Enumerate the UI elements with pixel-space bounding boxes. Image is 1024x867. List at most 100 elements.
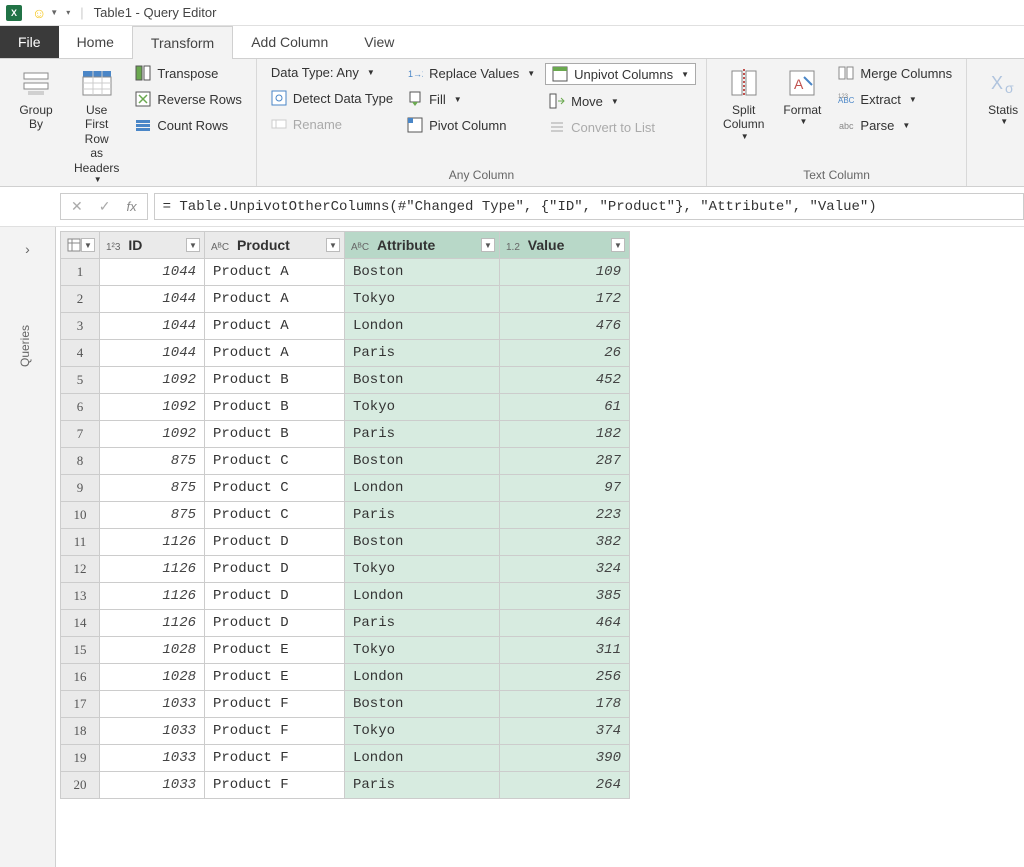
table-row[interactable]: 121126Product DTokyo324	[61, 556, 630, 583]
cell-value[interactable]: 385	[500, 583, 630, 610]
cell-attribute[interactable]: Paris	[345, 340, 500, 367]
cell-product[interactable]: Product C	[205, 475, 345, 502]
cell-value[interactable]: 311	[500, 637, 630, 664]
cell-id[interactable]: 1028	[100, 637, 205, 664]
cell-product[interactable]: Product F	[205, 745, 345, 772]
cell-id[interactable]: 1033	[100, 745, 205, 772]
fill-button[interactable]: Fill▼	[403, 89, 539, 109]
cell-attribute[interactable]: Tokyo	[345, 394, 500, 421]
tab-home[interactable]: Home	[59, 26, 132, 58]
table-row[interactable]: 10875Product CParis223	[61, 502, 630, 529]
cell-value[interactable]: 324	[500, 556, 630, 583]
cell-value[interactable]: 476	[500, 313, 630, 340]
row-number[interactable]: 13	[61, 583, 100, 610]
table-row[interactable]: 9875Product CLondon97	[61, 475, 630, 502]
cell-product[interactable]: Product A	[205, 340, 345, 367]
table-row[interactable]: 51092Product BBoston452	[61, 367, 630, 394]
cell-value[interactable]: 390	[500, 745, 630, 772]
table-row[interactable]: 131126Product DLondon385	[61, 583, 630, 610]
cell-product[interactable]: Product A	[205, 313, 345, 340]
table-row[interactable]: 41044Product AParis26	[61, 340, 630, 367]
smiley-icon[interactable]: ☺	[32, 5, 46, 21]
table-row[interactable]: 71092Product BParis182	[61, 421, 630, 448]
rename-button[interactable]: Rename	[267, 114, 397, 134]
cell-product[interactable]: Product A	[205, 286, 345, 313]
cell-attribute[interactable]: Paris	[345, 502, 500, 529]
cell-value[interactable]: 172	[500, 286, 630, 313]
cell-id[interactable]: 1028	[100, 664, 205, 691]
use-headers-button[interactable]: Use First Row as Headers ▼	[68, 63, 125, 188]
cell-attribute[interactable]: London	[345, 745, 500, 772]
cell-value[interactable]: 382	[500, 529, 630, 556]
cell-id[interactable]: 1044	[100, 313, 205, 340]
cell-value[interactable]: 287	[500, 448, 630, 475]
merge-columns-button[interactable]: Merge Columns	[834, 63, 956, 83]
cell-attribute[interactable]: Tokyo	[345, 286, 500, 313]
row-number[interactable]: 10	[61, 502, 100, 529]
cell-value[interactable]: 464	[500, 610, 630, 637]
cell-attribute[interactable]: London	[345, 583, 500, 610]
cell-value[interactable]: 256	[500, 664, 630, 691]
chevron-down-icon[interactable]: ▼	[81, 238, 95, 252]
cell-attribute[interactable]: Boston	[345, 529, 500, 556]
row-number[interactable]: 15	[61, 637, 100, 664]
row-number[interactable]: 5	[61, 367, 100, 394]
count-rows-button[interactable]: Count Rows	[131, 115, 246, 135]
row-number[interactable]: 3	[61, 313, 100, 340]
format-button[interactable]: A Format ▼	[776, 63, 828, 130]
table-row[interactable]: 171033Product FBoston178	[61, 691, 630, 718]
filter-dropdown-icon[interactable]: ▼	[481, 238, 495, 252]
table-row[interactable]: 161028Product ELondon256	[61, 664, 630, 691]
tab-view[interactable]: View	[346, 26, 412, 58]
cell-id[interactable]: 1044	[100, 340, 205, 367]
table-row[interactable]: 8875Product CBoston287	[61, 448, 630, 475]
row-number[interactable]: 11	[61, 529, 100, 556]
cell-product[interactable]: Product D	[205, 556, 345, 583]
reverse-rows-button[interactable]: Reverse Rows	[131, 89, 246, 109]
transpose-button[interactable]: Transpose	[131, 63, 246, 83]
cell-product[interactable]: Product B	[205, 367, 345, 394]
tab-add-column[interactable]: Add Column	[233, 26, 346, 58]
row-number[interactable]: 17	[61, 691, 100, 718]
move-button[interactable]: Move▼	[545, 91, 696, 111]
cell-id[interactable]: 1033	[100, 718, 205, 745]
split-column-button[interactable]: Split Column ▼	[717, 63, 770, 145]
row-number[interactable]: 2	[61, 286, 100, 313]
cell-attribute[interactable]: Paris	[345, 610, 500, 637]
table-row[interactable]: 181033Product FTokyo374	[61, 718, 630, 745]
pivot-button[interactable]: Pivot Column	[403, 115, 539, 135]
statistics-button[interactable]: Χσ Statis ▼	[977, 63, 1024, 130]
table-row[interactable]: 191033Product FLondon390	[61, 745, 630, 772]
row-number[interactable]: 19	[61, 745, 100, 772]
cell-attribute[interactable]: Boston	[345, 691, 500, 718]
filter-dropdown-icon[interactable]: ▼	[326, 238, 340, 252]
confirm-icon[interactable]: ✓	[99, 198, 111, 215]
cell-attribute[interactable]: Boston	[345, 259, 500, 286]
qat-dropdown-icon[interactable]: ▼	[50, 8, 58, 17]
cell-attribute[interactable]: Tokyo	[345, 718, 500, 745]
cell-attribute[interactable]: London	[345, 475, 500, 502]
cell-id[interactable]: 1033	[100, 772, 205, 799]
row-number[interactable]: 16	[61, 664, 100, 691]
table-row[interactable]: 21044Product ATokyo172	[61, 286, 630, 313]
column-header-id[interactable]: 1²3 ID▼	[100, 232, 205, 259]
cell-attribute[interactable]: Boston	[345, 367, 500, 394]
cell-value[interactable]: 109	[500, 259, 630, 286]
row-number[interactable]: 7	[61, 421, 100, 448]
row-number[interactable]: 12	[61, 556, 100, 583]
fx-icon[interactable]: fx	[126, 199, 136, 214]
cell-product[interactable]: Product F	[205, 772, 345, 799]
row-number[interactable]: 1	[61, 259, 100, 286]
filter-dropdown-icon[interactable]: ▼	[186, 238, 200, 252]
cell-product[interactable]: Product C	[205, 448, 345, 475]
cell-product[interactable]: Product E	[205, 664, 345, 691]
cell-attribute[interactable]: Paris	[345, 772, 500, 799]
table-row[interactable]: 201033Product FParis264	[61, 772, 630, 799]
cell-value[interactable]: 182	[500, 421, 630, 448]
table-row[interactable]: 111126Product DBoston382	[61, 529, 630, 556]
formula-input[interactable]: = Table.UnpivotOtherColumns(#"Changed Ty…	[154, 193, 1024, 220]
cell-id[interactable]: 875	[100, 502, 205, 529]
cell-attribute[interactable]: London	[345, 664, 500, 691]
cell-attribute[interactable]: London	[345, 313, 500, 340]
cell-id[interactable]: 1044	[100, 286, 205, 313]
